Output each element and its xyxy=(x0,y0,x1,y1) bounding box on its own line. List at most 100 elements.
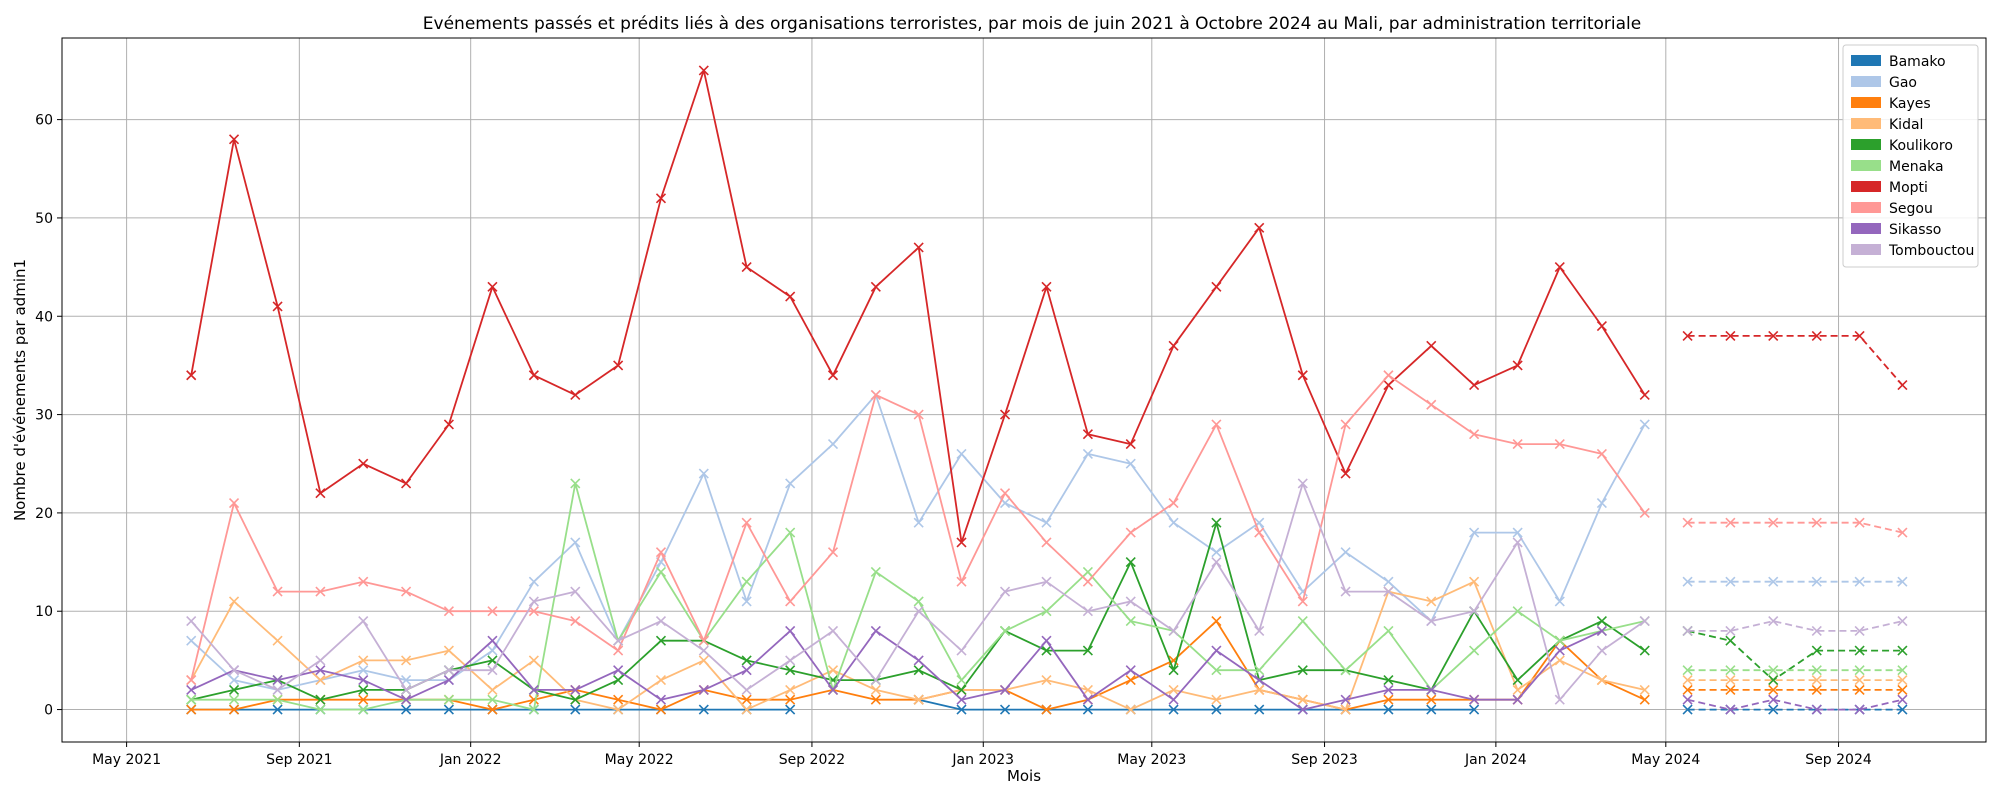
data-point-marker xyxy=(1682,665,1693,676)
data-point-marker xyxy=(1211,704,1222,715)
data-point-marker xyxy=(1639,694,1650,705)
data-point-marker xyxy=(186,615,197,627)
data-point-marker xyxy=(1082,429,1093,440)
data-point-marker xyxy=(1596,498,1607,509)
data-point-marker xyxy=(1596,321,1607,332)
data-point-marker xyxy=(1211,615,1222,627)
data-point-marker xyxy=(1297,665,1308,676)
data-point-marker xyxy=(613,645,624,656)
data-point-marker xyxy=(913,409,924,420)
data-point-marker xyxy=(1854,674,1865,686)
data-point-marker xyxy=(1041,635,1052,646)
data-point-marker xyxy=(1383,674,1394,686)
series-line-mopti xyxy=(190,69,1646,544)
data-point-marker xyxy=(228,674,240,686)
data-point-marker xyxy=(1082,576,1093,587)
data-point-marker xyxy=(358,458,369,469)
data-point-marker xyxy=(1682,330,1693,341)
data-point-marker xyxy=(870,566,881,577)
data-point-marker xyxy=(1168,498,1179,509)
data-point-marker xyxy=(401,586,412,597)
data-point-marker xyxy=(272,694,283,705)
data-point-marker xyxy=(186,694,197,705)
legend-label: Bamako xyxy=(1889,54,1946,70)
x-axis-title: Mois xyxy=(1007,767,1041,785)
data-point-marker xyxy=(186,370,197,381)
data-point-marker xyxy=(487,684,498,695)
data-point-marker xyxy=(1383,576,1394,587)
data-point-marker xyxy=(1725,684,1736,695)
data-point-marker xyxy=(999,625,1011,636)
data-point-marker xyxy=(698,655,709,666)
series-tombouctou xyxy=(186,478,1908,705)
series-bamako xyxy=(186,694,1908,715)
y-tick-label: 40 xyxy=(35,309,53,325)
data-point-marker xyxy=(1125,665,1136,676)
data-point-marker xyxy=(785,684,796,695)
data-point-marker xyxy=(1340,694,1351,705)
data-point-marker xyxy=(1596,448,1607,459)
data-point-marker xyxy=(1340,547,1351,558)
data-point-marker xyxy=(1469,606,1480,617)
data-point-marker xyxy=(1768,674,1779,686)
data-point-marker xyxy=(1426,399,1437,410)
data-point-marker xyxy=(487,665,498,676)
data-point-marker xyxy=(1211,665,1222,676)
data-point-marker xyxy=(1082,566,1093,577)
data-point-marker xyxy=(487,655,498,666)
data-point-marker xyxy=(741,665,752,676)
data-point-marker xyxy=(1897,380,1908,391)
data-point-marker xyxy=(1639,684,1650,695)
data-point-marker xyxy=(1512,606,1523,617)
legend-swatch xyxy=(1851,160,1881,171)
data-point-marker xyxy=(1041,537,1052,548)
data-point-marker xyxy=(827,370,839,381)
data-point-marker xyxy=(1168,625,1179,636)
data-point-marker xyxy=(870,694,881,705)
data-point-marker xyxy=(228,596,240,607)
data-point-marker xyxy=(870,674,881,686)
data-point-marker xyxy=(1897,674,1908,686)
data-point-marker xyxy=(1254,674,1265,686)
data-point-marker xyxy=(655,704,667,715)
data-point-marker xyxy=(487,606,498,617)
data-point-marker xyxy=(741,704,752,715)
data-point-marker xyxy=(913,242,924,253)
data-point-marker xyxy=(1469,527,1480,538)
data-point-marker xyxy=(785,291,796,302)
data-point-marker xyxy=(272,635,283,646)
data-point-marker xyxy=(1168,684,1179,695)
data-point-marker xyxy=(528,704,539,715)
data-point-marker xyxy=(913,517,924,528)
y-tick-label: 50 xyxy=(35,211,53,227)
data-point-marker xyxy=(1854,704,1865,715)
data-point-marker xyxy=(1512,439,1523,450)
legend-swatch xyxy=(1851,244,1881,255)
data-point-marker xyxy=(1554,439,1565,450)
data-point-marker xyxy=(1082,684,1093,695)
data-point-marker xyxy=(401,704,412,715)
x-tick-label: Sep 2022 xyxy=(779,752,845,768)
legend-label: Mopti xyxy=(1889,180,1928,196)
data-point-marker xyxy=(1125,557,1136,568)
data-point-marker xyxy=(655,193,667,204)
x-axis: May 2021 Sep 2021 Jan 2022 May 2022 Sep 2022… xyxy=(92,742,1872,768)
data-point-marker xyxy=(698,704,709,715)
forecast-line-mopti xyxy=(1687,334,1904,386)
data-point-marker xyxy=(358,655,369,666)
data-point-marker xyxy=(1041,704,1052,715)
data-point-marker xyxy=(1811,674,1822,686)
data-point-marker xyxy=(1297,370,1308,381)
data-point-marker xyxy=(1554,596,1565,607)
data-point-marker xyxy=(999,586,1011,597)
data-point-marker xyxy=(1554,694,1565,705)
data-point-marker xyxy=(1811,330,1822,341)
data-point-marker xyxy=(913,655,924,666)
data-point-marker xyxy=(358,665,369,676)
data-point-marker xyxy=(1811,704,1822,715)
data-point-marker xyxy=(999,409,1011,420)
data-point-marker xyxy=(358,674,369,686)
data-point-marker xyxy=(1768,615,1779,627)
data-point-marker xyxy=(1297,478,1308,489)
